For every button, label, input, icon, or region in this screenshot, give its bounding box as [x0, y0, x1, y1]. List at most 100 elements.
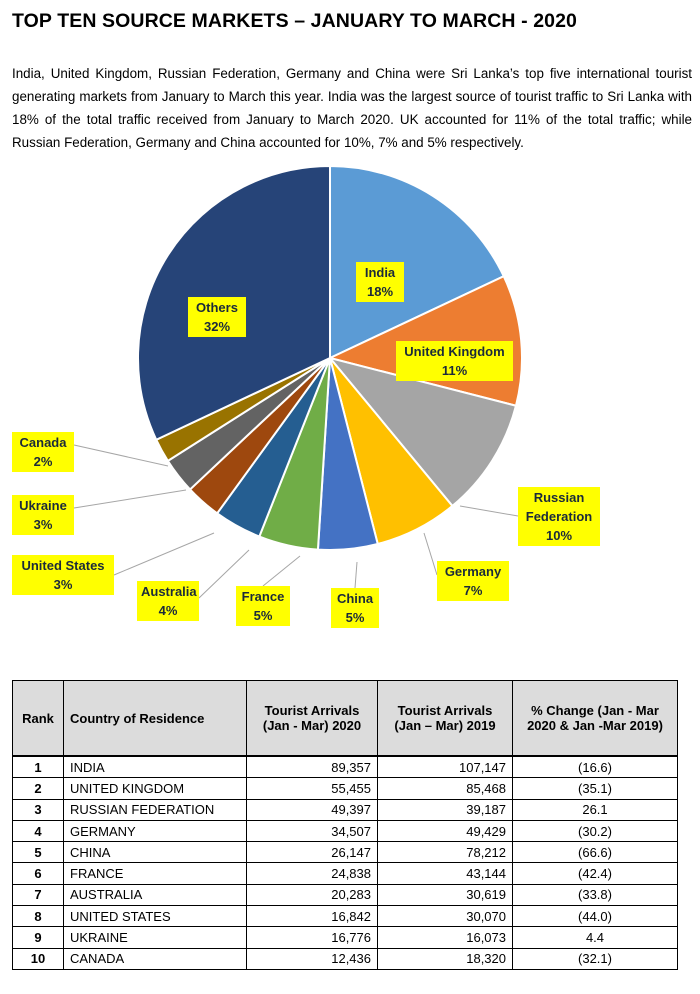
data-label-value: 2% — [33, 454, 53, 469]
data-label-germany: Germany 7% — [437, 561, 509, 601]
cell-rank: 4 — [12, 819, 64, 843]
cell-arrivals-2019: 107,147 — [377, 755, 513, 779]
cell-rank: 8 — [12, 905, 64, 928]
cell-arrivals-2019: 85,468 — [377, 777, 513, 800]
cell-country: FRANCE — [63, 862, 247, 885]
data-label-name: India — [364, 265, 396, 280]
cell-country: CANADA — [63, 947, 247, 970]
cell-rank: 6 — [12, 862, 64, 885]
cell-country: UNITED STATES — [63, 905, 247, 928]
data-label-name: Canada — [19, 435, 67, 450]
leader-line — [73, 489, 187, 509]
data-label-australia: Australia 4% — [137, 581, 199, 621]
cell-percent-change: (42.4) — [512, 862, 678, 885]
table-header-row: Rank Country of Residence Tourist Arriva… — [12, 680, 678, 757]
cell-arrivals-2019: 18,320 — [377, 947, 513, 970]
data-label-value: 32% — [203, 319, 231, 334]
table-row: 10 CANADA 12,436 18,320 (32.1) — [12, 947, 678, 970]
cell-arrivals-2020: 26,147 — [246, 841, 378, 864]
data-label-others: Others 32% — [188, 297, 246, 337]
cell-rank: 7 — [12, 883, 64, 907]
cell-rank: 3 — [12, 798, 64, 821]
data-label-name: France — [241, 589, 285, 604]
cell-arrivals-2020: 55,455 — [246, 777, 378, 800]
cell-rank: 2 — [12, 777, 64, 800]
leader-line — [423, 532, 438, 576]
data-label-name: Australia — [141, 584, 197, 599]
cell-arrivals-2020: 20,283 — [246, 883, 378, 907]
data-label-name: Others — [196, 300, 238, 315]
cell-country: UNITED KINGDOM — [63, 777, 247, 800]
cell-arrivals-2020: 34,507 — [246, 819, 378, 843]
header-percent-change: % Change (Jan - Mar 2020 & Jan -Mar 2019… — [512, 680, 678, 757]
table-row: 5 CHINA 26,147 78,212 (66.6) — [12, 841, 678, 864]
header-rank: Rank — [12, 680, 64, 757]
cell-arrivals-2019: 30,070 — [377, 905, 513, 928]
cell-arrivals-2020: 16,776 — [246, 926, 378, 949]
cell-arrivals-2019: 30,619 — [377, 883, 513, 907]
pie-chart — [73, 164, 523, 599]
data-label-united-states: United States 3% — [12, 555, 114, 595]
data-label-ukraine: Ukraine 3% — [12, 495, 74, 535]
leader-line — [113, 532, 215, 576]
page-title: TOP TEN SOURCE MARKETS – JANUARY TO MARC… — [12, 10, 577, 32]
pie-slice-russian-federation — [327, 356, 518, 508]
cell-percent-change: (35.1) — [512, 777, 678, 800]
leader-line — [73, 444, 169, 467]
cell-percent-change: (33.8) — [512, 883, 678, 907]
cell-percent-change: (66.6) — [512, 841, 678, 864]
data-label-name: Russian Federation — [525, 490, 593, 524]
data-label-name: China — [336, 591, 374, 606]
data-label-value: 10% — [545, 528, 573, 543]
data-label-united-kingdom: United Kingdom 11% — [396, 341, 513, 381]
header-arrivals-2019: Tourist Arrivals (Jan – Mar) 2019 — [377, 680, 513, 757]
table-row: 7 AUSTRALIA 20,283 30,619 (33.8) — [12, 883, 678, 907]
data-label-france: France 5% — [236, 586, 290, 626]
pie-slice-india — [329, 164, 506, 360]
data-label-name: Germany — [444, 564, 502, 579]
table-row: 4 GERMANY 34,507 49,429 (30.2) — [12, 819, 678, 843]
data-label-russian-federation: Russian Federation 10% — [518, 487, 600, 546]
cell-arrivals-2020: 16,842 — [246, 905, 378, 928]
data-label-value: 3% — [53, 577, 73, 592]
cell-country: CHINA — [63, 841, 247, 864]
cell-country: INDIA — [63, 755, 247, 779]
data-label-china: China 5% — [331, 588, 379, 628]
cell-rank: 10 — [12, 947, 64, 970]
data-label-name: Ukraine — [19, 498, 67, 513]
table-row: 6 FRANCE 24,838 43,144 (42.4) — [12, 862, 678, 885]
cell-arrivals-2020: 89,357 — [246, 755, 378, 779]
table-row: 2 UNITED KINGDOM 55,455 85,468 (35.1) — [12, 777, 678, 800]
cell-percent-change: (44.0) — [512, 905, 678, 928]
cell-arrivals-2020: 12,436 — [246, 947, 378, 970]
data-label-name: United Kingdom — [404, 344, 505, 359]
cell-arrivals-2019: 43,144 — [377, 862, 513, 885]
data-label-value: 5% — [253, 608, 273, 623]
cell-percent-change: (16.6) — [512, 755, 678, 779]
cell-percent-change: 26.1 — [512, 798, 678, 821]
table-row: 9 UKRAINE 16,776 16,073 4.4 — [12, 926, 678, 949]
leader-line — [354, 561, 358, 589]
cell-percent-change: (32.1) — [512, 947, 678, 970]
leader-line — [459, 505, 519, 517]
cell-country: RUSSIAN FEDERATION — [63, 798, 247, 821]
cell-country: UKRAINE — [63, 926, 247, 949]
cell-rank: 1 — [12, 755, 64, 779]
data-label-value: 7% — [463, 583, 483, 598]
header-arrivals-2020: Tourist Arrivals (Jan - Mar) 2020 — [246, 680, 378, 757]
cell-arrivals-2020: 49,397 — [246, 798, 378, 821]
cell-arrivals-2020: 24,838 — [246, 862, 378, 885]
intro-paragraph: India, United Kingdom, Russian Federatio… — [12, 66, 692, 150]
cell-arrivals-2019: 49,429 — [377, 819, 513, 843]
cell-arrivals-2019: 39,187 — [377, 798, 513, 821]
data-label-value: 11% — [441, 363, 468, 378]
cell-arrivals-2019: 16,073 — [377, 926, 513, 949]
cell-country: GERMANY — [63, 819, 247, 843]
data-label-india: India 18% — [356, 262, 404, 302]
data-label-value: 18% — [366, 284, 394, 299]
data-label-value: 4% — [158, 603, 178, 618]
table-row: 1 INDIA 89,357 107,147 (16.6) — [12, 755, 678, 779]
leader-line — [262, 555, 301, 587]
leader-line — [198, 549, 250, 599]
cell-percent-change: (30.2) — [512, 819, 678, 843]
